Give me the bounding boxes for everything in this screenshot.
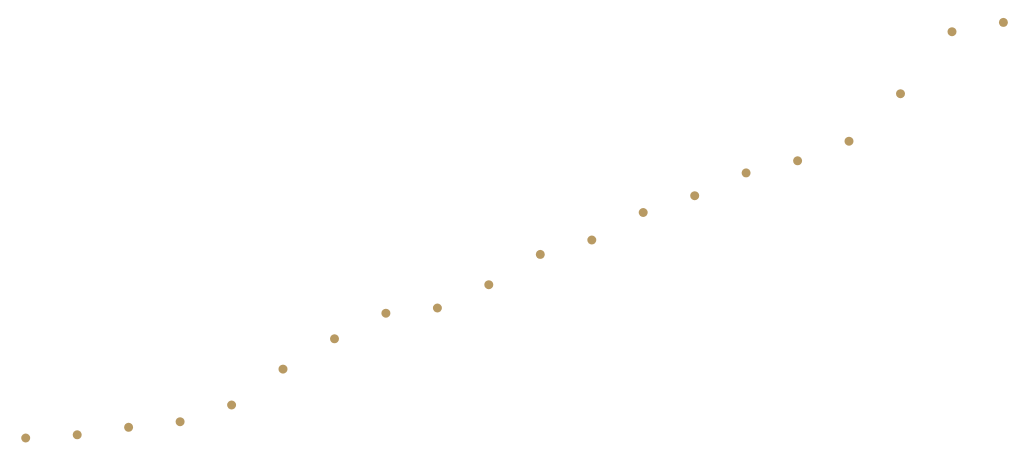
data-point [793, 156, 803, 166]
data-points [21, 17, 1008, 443]
data-point [72, 430, 82, 440]
data-point [535, 249, 545, 259]
data-point [896, 89, 905, 99]
data-point [432, 303, 442, 313]
data-point [587, 235, 597, 245]
data-point [690, 191, 700, 201]
data-point [998, 17, 1008, 27]
data-point [330, 334, 339, 344]
data-point [21, 433, 31, 443]
data-point [124, 422, 134, 432]
data-point [484, 280, 494, 290]
data-point [638, 208, 648, 217]
data-point [175, 417, 185, 427]
data-point [381, 308, 391, 318]
data-point [741, 168, 751, 178]
data-point [947, 27, 957, 37]
data-point [844, 136, 854, 146]
data-point [278, 364, 288, 374]
data-point [227, 400, 237, 410]
